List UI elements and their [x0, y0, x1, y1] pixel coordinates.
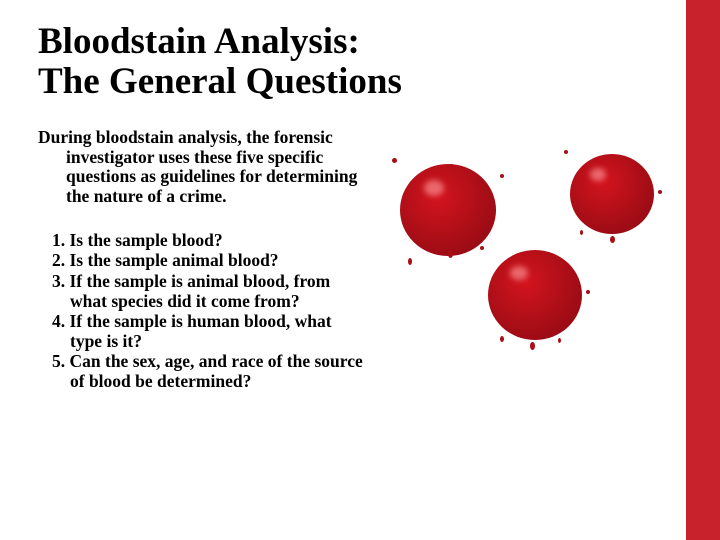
title-line-1: Bloodstain Analysis:: [38, 21, 360, 62]
highlight: [424, 180, 444, 196]
blood-drip: [580, 230, 583, 235]
accent-sidebar: [686, 0, 720, 540]
blood-splat-icon: [570, 154, 654, 234]
blood-splat-icon: [400, 164, 496, 256]
blood-drip: [658, 190, 662, 194]
question-item: 2. Is the sample animal blood?: [38, 250, 368, 270]
question-item: 5. Can the sex, age, and race of the sou…: [38, 351, 368, 391]
blood-drip: [500, 174, 504, 178]
blood-splat-icon: [488, 250, 582, 340]
question-item: 4. If the sample is human blood, what ty…: [38, 311, 368, 351]
intro-paragraph: During bloodstain analysis, the forensic…: [38, 128, 368, 206]
blood-drip: [564, 150, 568, 154]
title-line-2: The General Questions: [38, 61, 402, 102]
highlight: [590, 168, 606, 181]
blood-drip: [448, 250, 453, 258]
blood-drip: [392, 158, 397, 163]
question-item: 1. Is the sample blood?: [38, 230, 368, 250]
blood-drip: [586, 290, 590, 294]
content-row: During bloodstain analysis, the forensic…: [38, 128, 636, 391]
blood-drip: [480, 246, 484, 250]
slide-content: Bloodstain Analysis: The General Questio…: [0, 0, 686, 411]
blood-drip: [500, 336, 504, 342]
questions-list: 1. Is the sample blood? 2. Is the sample…: [38, 230, 368, 391]
blood-drip: [610, 236, 615, 243]
highlight: [510, 266, 528, 280]
blood-drip: [450, 164, 453, 167]
text-column: During bloodstain analysis, the forensic…: [38, 128, 368, 391]
slide-title: Bloodstain Analysis: The General Questio…: [38, 22, 636, 102]
blood-drip: [530, 342, 535, 350]
question-item: 3. If the sample is animal blood, from w…: [38, 271, 368, 311]
blood-splatter-illustration: [380, 140, 670, 350]
intro-text: During bloodstain analysis, the forensic…: [38, 128, 368, 206]
image-column: [380, 128, 670, 391]
blood-drip: [558, 338, 561, 343]
blood-drip: [408, 258, 412, 265]
